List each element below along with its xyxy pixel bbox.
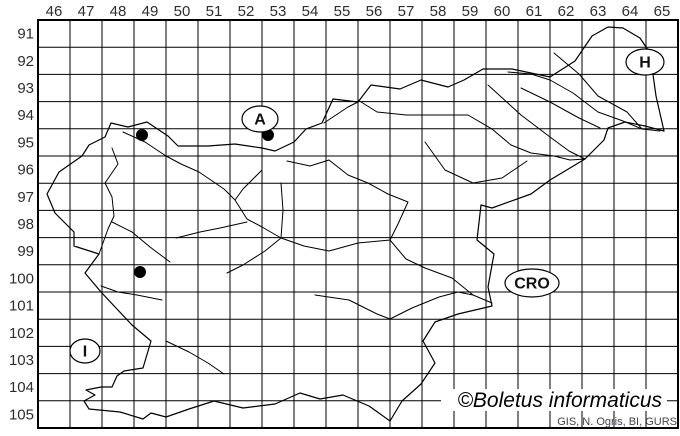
- row-label: 93: [17, 80, 34, 97]
- river-path: [424, 141, 528, 184]
- row-label: 103: [9, 352, 34, 369]
- col-label: 46: [46, 3, 63, 20]
- river-path: [175, 221, 248, 239]
- col-label: 58: [430, 3, 447, 20]
- col-label: 54: [302, 3, 319, 20]
- copyright-group: ©Boletus informaticus GIS, N. Ogris, BI,…: [441, 389, 677, 428]
- country-label-i: I: [69, 338, 101, 364]
- row-label: 98: [17, 216, 34, 233]
- col-label: 57: [398, 3, 415, 20]
- col-label: 64: [622, 3, 639, 20]
- river-path: [314, 291, 474, 320]
- river-path: [553, 52, 643, 130]
- col-label: 60: [494, 3, 511, 20]
- col-label: 59: [462, 3, 479, 20]
- country-label-text: I: [83, 344, 87, 361]
- source-attribution-text: GIS, N. Ogris, BI, GURS: [557, 416, 677, 428]
- river-path: [165, 340, 225, 375]
- col-label: 55: [334, 3, 351, 20]
- occurrence-dot: [136, 129, 148, 141]
- occurrence-dot: [134, 266, 146, 278]
- river-path: [323, 101, 359, 124]
- row-label: 101: [9, 298, 34, 315]
- row-label: 105: [9, 406, 34, 423]
- country-label-text: CRO: [514, 276, 550, 293]
- col-label: 50: [174, 3, 191, 20]
- row-label: 100: [9, 270, 34, 287]
- axis-labels: 46 47 48 49 50 51 52 53 54 55 56 57 58 59 60 61 62 63 64 65…: [9, 3, 670, 423]
- river-path: [280, 182, 284, 239]
- river-path: [111, 221, 171, 263]
- row-label: 104: [9, 379, 34, 396]
- col-label: 49: [142, 3, 159, 20]
- col-label: 47: [78, 3, 95, 20]
- grid-border: [37, 19, 679, 429]
- col-label: 48: [110, 3, 127, 20]
- col-label: 53: [270, 3, 287, 20]
- col-label: 51: [206, 3, 223, 20]
- col-label: 63: [590, 3, 607, 20]
- river-path: [520, 87, 601, 129]
- country-label-a: A: [241, 105, 279, 133]
- row-label: 92: [17, 53, 34, 70]
- country-label-ellipse: [504, 268, 560, 298]
- row-label: 91: [17, 26, 34, 43]
- grid-lines: [37, 19, 679, 429]
- country-label-text: A: [254, 112, 266, 129]
- country-border-path: [46, 26, 665, 422]
- map-outline-layer: [46, 26, 665, 422]
- col-label: 56: [366, 3, 383, 20]
- river-path: [100, 285, 163, 301]
- river-path: [507, 71, 661, 132]
- copyright-backdrop: [441, 389, 667, 411]
- river-path: [226, 237, 282, 274]
- river-path: [487, 84, 586, 160]
- country-label-cro: CRO: [504, 268, 560, 298]
- country-label-text: H: [639, 55, 651, 72]
- river-path: [234, 169, 263, 201]
- row-label: 95: [17, 134, 34, 151]
- row-label: 102: [9, 325, 34, 342]
- country-label-ellipse: [625, 48, 665, 76]
- country-labels: A H CRO I: [69, 48, 665, 364]
- row-label: 94: [17, 107, 34, 124]
- river-path: [357, 99, 586, 161]
- row-label: 96: [17, 162, 34, 179]
- col-label: 52: [238, 3, 255, 20]
- col-label: 65: [654, 3, 671, 20]
- country-label-h: H: [625, 48, 665, 76]
- copyright-text: ©Boletus informaticus: [457, 389, 662, 412]
- river-path: [98, 147, 119, 255]
- row-label: 97: [17, 189, 34, 206]
- country-label-ellipse: [69, 338, 101, 364]
- col-label: 61: [526, 3, 543, 20]
- river-path: [286, 159, 409, 241]
- col-label: 62: [558, 3, 575, 20]
- row-label: 99: [17, 243, 34, 260]
- country-label-ellipse: [241, 105, 279, 133]
- occurrence-dots: [134, 129, 274, 278]
